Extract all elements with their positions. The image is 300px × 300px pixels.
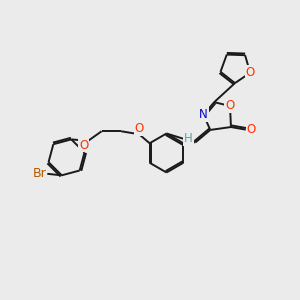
Text: O: O: [79, 139, 88, 152]
Text: Br: Br: [33, 167, 46, 180]
Text: O: O: [247, 123, 256, 136]
Text: N: N: [199, 108, 208, 121]
Text: H: H: [184, 132, 193, 146]
Text: O: O: [225, 100, 235, 112]
Text: O: O: [134, 122, 144, 135]
Text: O: O: [245, 66, 255, 79]
